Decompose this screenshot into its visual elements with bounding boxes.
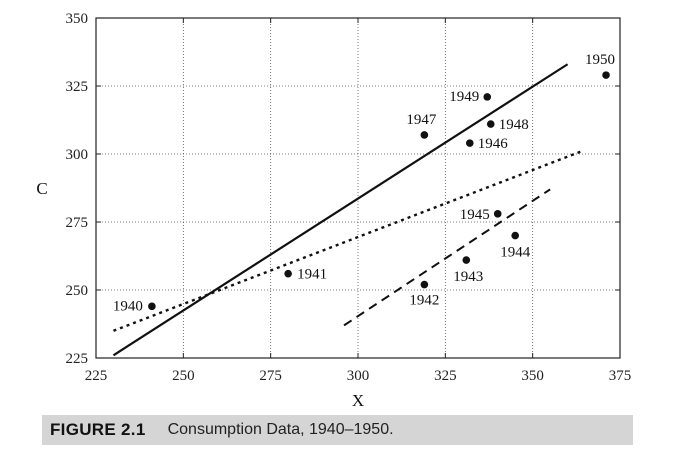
y-tick-label: 350 [66, 11, 89, 27]
point-label-1942: 1942 [409, 293, 439, 309]
x-tick-label: 350 [521, 368, 544, 384]
figure-number: FIGURE 2.1 [50, 420, 146, 439]
axis-ticks: 225 250 275 300 325 350 375 225 250 275 300 325 350 [66, 11, 632, 384]
data-point-1940 [148, 302, 156, 311]
line-dashed [343, 188, 551, 327]
line-dotted [113, 150, 583, 332]
x-tick-label: 250 [172, 368, 195, 384]
point-label-1945: 1945 [460, 207, 490, 223]
point-label-1949: 1949 [449, 89, 479, 105]
point-label-1948: 1948 [499, 117, 529, 133]
y-tick-label: 300 [66, 147, 89, 163]
x-tick-label: 325 [434, 368, 457, 384]
data-point-1950 [602, 71, 610, 79]
point-label-1944: 1944 [500, 245, 531, 261]
fitted-lines [112, 63, 583, 357]
x-axis-title: X [352, 391, 364, 410]
data-point-1945 [493, 210, 502, 218]
y-axis-title: C [36, 179, 47, 198]
data-point-1946 [465, 139, 474, 147]
x-tick-label: 300 [347, 368, 370, 384]
y-tick-label: 275 [66, 215, 89, 231]
data-point-1941 [284, 269, 292, 278]
data-point-1942 [420, 280, 429, 289]
figure-caption: FIGURE 2.1 Consumption Data, 1940–1950. [42, 415, 633, 445]
x-tick-label: 275 [259, 368, 282, 384]
line-solid [112, 63, 569, 357]
data-point-1949 [483, 93, 492, 101]
x-tick-label: 375 [609, 368, 632, 384]
point-label-1940: 1940 [113, 298, 143, 314]
point-label-1950: 1950 [585, 52, 615, 68]
data-point-1943 [462, 256, 471, 264]
data-point-1948 [486, 120, 495, 128]
point-label-1941: 1941 [297, 267, 327, 283]
data-point-1947 [420, 131, 429, 139]
point-label-1946: 1946 [478, 136, 509, 152]
figure-caption-text: Consumption Data, 1940–1950. [167, 421, 394, 438]
point-label-1947: 1947 [406, 112, 437, 128]
y-tick-label: 325 [66, 79, 89, 95]
point-label-1943: 1943 [453, 269, 483, 285]
grid [96, 18, 620, 358]
data-points: 1940 1941 1942 1943 1944 1945 1946 1947 1948 1949… [113, 52, 615, 314]
data-point-1944 [511, 231, 519, 240]
x-tick-label: 225 [85, 368, 108, 384]
y-tick-label: 250 [66, 283, 89, 299]
y-tick-label: 225 [66, 351, 89, 367]
